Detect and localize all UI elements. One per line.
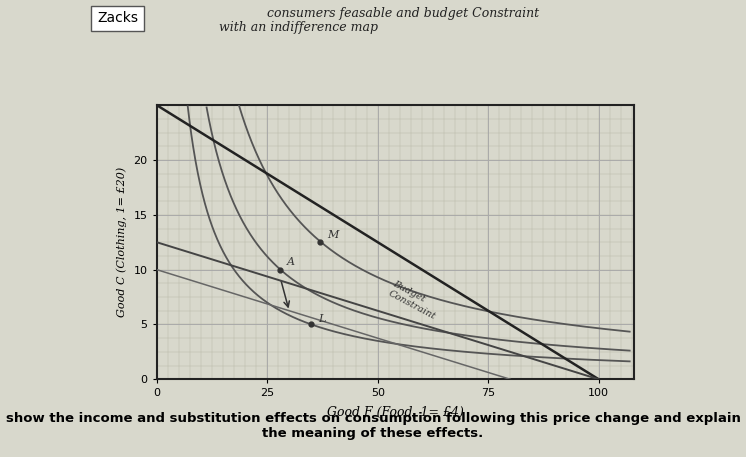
Text: consumers feasable and budget Constraint: consumers feasable and budget Constraint xyxy=(267,7,539,20)
X-axis label: Good F (Food, 1= £4): Good F (Food, 1= £4) xyxy=(327,405,464,418)
Text: M: M xyxy=(327,230,338,240)
Text: L: L xyxy=(318,314,325,324)
Text: A: A xyxy=(287,257,295,267)
Text: Zacks: Zacks xyxy=(97,11,138,26)
Text: Budget
Constraint: Budget Constraint xyxy=(386,279,442,321)
Text: show the income and substitution effects on consumption following this price cha: show the income and substitution effects… xyxy=(5,412,741,440)
Text: with an indifference map: with an indifference map xyxy=(219,21,378,33)
Y-axis label: Good C (Clothing, 1= £20): Good C (Clothing, 1= £20) xyxy=(116,167,127,317)
